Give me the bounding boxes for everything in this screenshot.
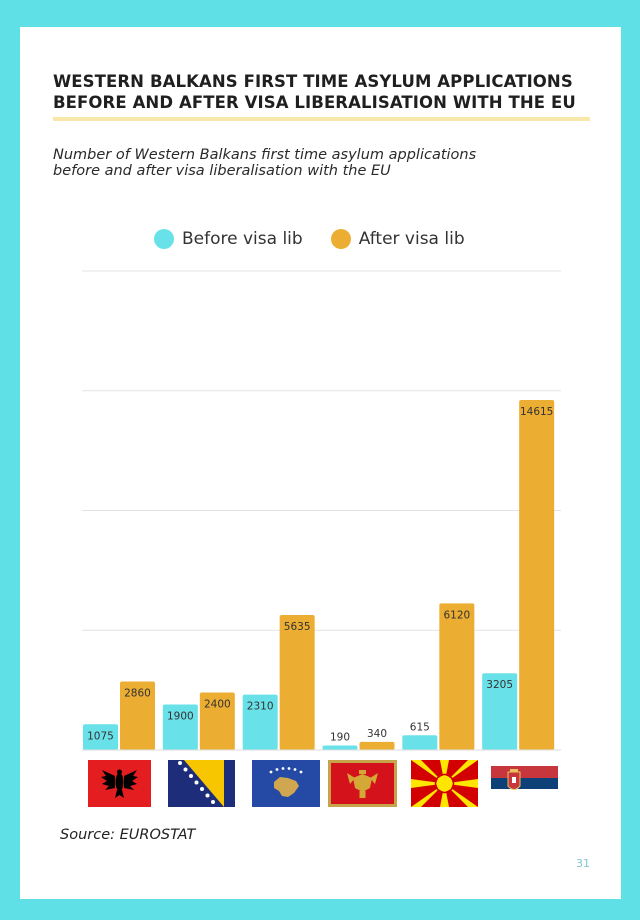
bosnia-flag-icon [168, 760, 235, 807]
bar-3-after [359, 741, 395, 750]
bar-1-before [162, 704, 198, 750]
subtitle-line-2: before and after visa liberalisation wit… [53, 163, 391, 179]
legend-label-after: After visa lib [358, 229, 465, 249]
bar-2-before [242, 694, 278, 750]
data-label-3-before: 190 [330, 731, 350, 743]
data-label-4-after: 6120 [443, 609, 470, 621]
bar-3-before [322, 745, 358, 750]
subtitle-line-1: Number of Western Balkans first time asy… [53, 147, 477, 163]
bar-chart: 1075 2860 1900 2400 2310 5635 190 340 615 6120 320… [82, 270, 561, 751]
bar-0-after [120, 681, 155, 750]
page-title: WESTERN BALKANS FIRST TIME ASYLUM APPLIC… [53, 71, 598, 113]
legend-label-before: Before visa lib [182, 229, 303, 249]
montenegro-flag-icon [328, 760, 397, 807]
bar-5-after [519, 399, 555, 750]
chart-subtitle: Number of Western Balkans first time asy… [53, 147, 573, 179]
albania-flag-icon [88, 760, 151, 807]
bar-1-after [199, 692, 235, 750]
data-label-2-before: 2310 [247, 701, 274, 713]
data-label-1-after: 2400 [204, 699, 231, 711]
bar-4-after [439, 603, 475, 750]
chart-legend: Before visa lib After visa lib [154, 227, 465, 251]
source-note: Source: EUROSTAT [60, 827, 196, 843]
page: WESTERN BALKANS FIRST TIME ASYLUM APPLIC… [20, 27, 621, 899]
title-underline [53, 117, 590, 121]
data-label-0-before: 1075 [87, 730, 114, 742]
bar-2-after [279, 615, 315, 750]
bar-4-before [402, 735, 438, 750]
legend-swatch-after [330, 229, 351, 249]
data-label-3-after: 340 [367, 728, 387, 740]
page-number: 31 [576, 857, 590, 870]
data-label-1-before: 1900 [167, 710, 194, 722]
bar-5-before [482, 673, 518, 750]
north-macedonia-flag-icon [411, 760, 478, 807]
title-line-1: WESTERN BALKANS FIRST TIME ASYLUM APPLIC… [53, 72, 573, 91]
bar-0-before [83, 724, 118, 750]
legend-item-after: After visa lib [330, 229, 465, 249]
data-label-4-before: 615 [410, 721, 430, 733]
data-label-0-after: 2860 [124, 688, 151, 700]
legend-swatch-before [154, 229, 174, 249]
legend-item-before: Before visa lib [154, 229, 303, 249]
data-label-5-before: 3205 [486, 679, 513, 691]
data-label-2-after: 5635 [284, 621, 311, 633]
data-label-5-after: 14615 [520, 406, 553, 418]
title-line-2: BEFORE AND AFTER VISA LIBERALISATION WIT… [53, 93, 576, 112]
kosovo-flag-icon [252, 760, 320, 807]
serbia-flag-icon [491, 766, 558, 801]
